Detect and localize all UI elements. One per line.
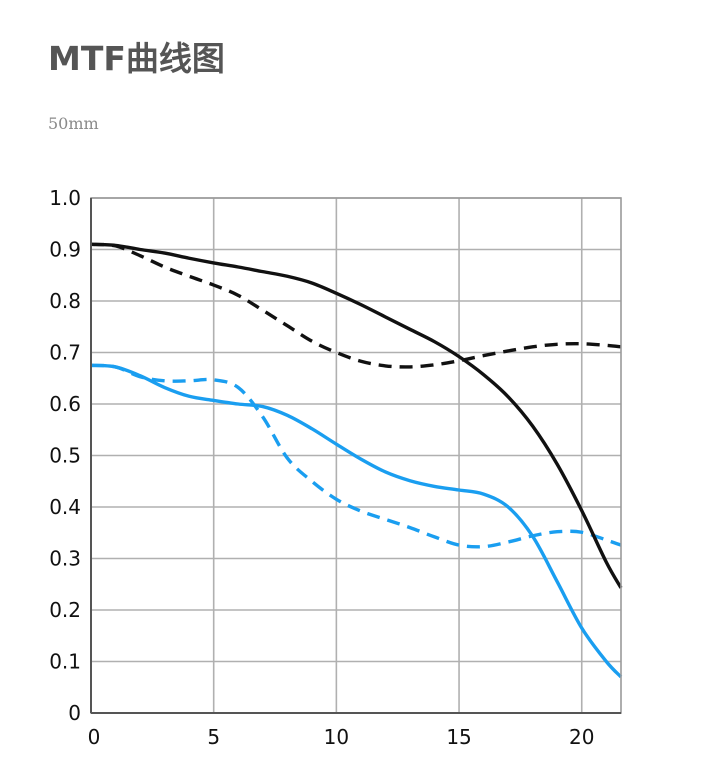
y-tick-label: 0.4 bbox=[49, 495, 81, 519]
y-tick-label: 0.8 bbox=[49, 289, 81, 313]
x-tick-label: 20 bbox=[569, 725, 594, 749]
y-tick-label: 0.6 bbox=[49, 392, 81, 416]
y-tick-label: 0.1 bbox=[49, 650, 81, 674]
x-tick-label: 10 bbox=[324, 725, 349, 749]
series-line-3-solid bbox=[90, 363, 623, 679]
x-axis-ticks: 0 5 10 15 20 bbox=[88, 725, 595, 749]
y-tick-label: 0.7 bbox=[49, 341, 81, 365]
y-tick-label: 0 bbox=[68, 701, 81, 725]
y-tick-label: 0.5 bbox=[49, 444, 81, 468]
x-tick-label: 5 bbox=[207, 725, 220, 749]
y-tick-label: 1.0 bbox=[49, 186, 81, 210]
y-axis-ticks: 0 0.1 0.2 0.3 0.4 0.5 0.6 0.7 0.8 0.9 1.0 bbox=[49, 186, 81, 725]
series-line-2-dashed bbox=[90, 242, 622, 369]
page-title: MTF曲线图 bbox=[48, 39, 225, 78]
y-tick-label: 0.3 bbox=[49, 547, 81, 571]
series-layer bbox=[90, 242, 623, 679]
series-line-1-solid bbox=[90, 242, 623, 589]
y-tick-label: 0.2 bbox=[49, 598, 81, 622]
plot-frame bbox=[90, 197, 622, 714]
y-tick-label: 0.9 bbox=[49, 238, 81, 262]
series-line-4-dashed bbox=[90, 363, 622, 549]
x-tick-label: 15 bbox=[446, 725, 471, 749]
page-subtitle: 50mm bbox=[48, 114, 99, 133]
x-tick-label: 0 bbox=[88, 725, 101, 749]
